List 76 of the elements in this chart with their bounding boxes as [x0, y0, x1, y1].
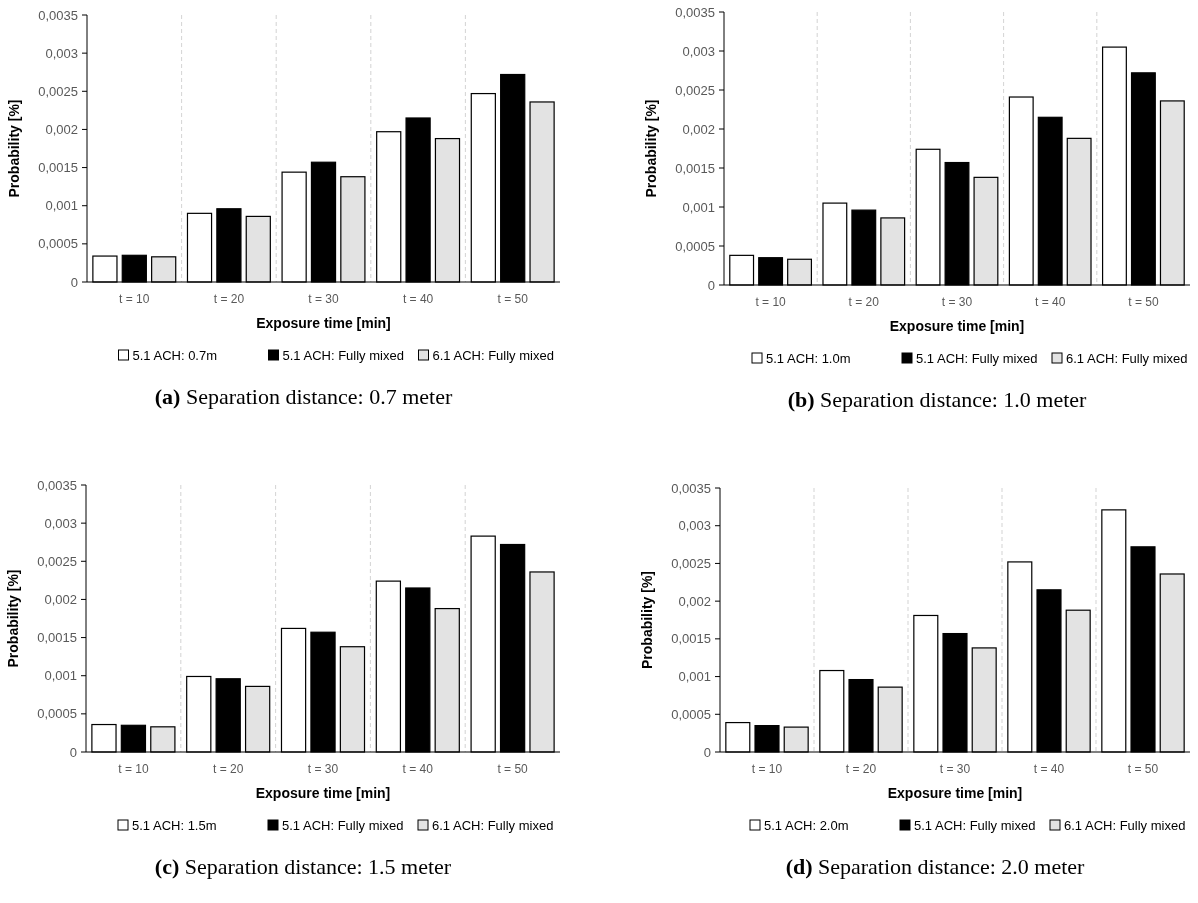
y-tick-label: 0,002 [682, 121, 715, 137]
y-tick-label: 0,0015 [675, 160, 715, 176]
legend-label: 5.1 ACH: Fully mixed [282, 348, 404, 363]
legend-label: 6.1 ACH: Fully mixed [432, 348, 554, 363]
y-tick-label: 0 [70, 274, 78, 290]
x-tick-label: t = 40 [1035, 295, 1066, 309]
x-tick-label: t = 10 [755, 295, 787, 309]
legend-label: 6.1 ACH: Fully mixed [432, 818, 554, 833]
x-tick-label: t = 20 [213, 292, 245, 306]
y-tick-label: 0,0015 [37, 630, 77, 646]
y-tick-label: 0 [703, 744, 711, 760]
y-axis-title: Probability [%] [643, 99, 659, 198]
y-axis-title: Probability [%] [5, 569, 21, 668]
x-tick-label: t = 20 [213, 762, 244, 776]
x-tick-label: t = 50 [1128, 295, 1159, 309]
y-tick-label: 0,0035 [37, 477, 77, 493]
y-tick-label: 0,002 [678, 593, 711, 609]
x-tick-label: t = 20 [848, 295, 880, 309]
x-tick-label: t = 40 [402, 292, 434, 306]
y-tick-label: 0,003 [678, 518, 711, 534]
legend-label: 5.1 ACH: 1.5m [132, 818, 217, 833]
y-tick-label: 0,003 [682, 43, 715, 59]
y-tick-label: 0,002 [44, 591, 77, 607]
x-tick-label: t = 30 [307, 762, 339, 776]
x-axis-title: Exposure time [min] [889, 318, 1025, 334]
x-tick-label: t = 50 [1127, 762, 1159, 776]
y-tick-label: 0,0005 [675, 238, 715, 254]
y-tick-label: 0,0025 [671, 555, 711, 571]
legend-label: 6.1 ACH: Fully mixed [1064, 818, 1186, 833]
x-tick-label: t = 30 [939, 762, 971, 776]
y-tick-label: 0,0015 [671, 631, 711, 647]
text: (a) Separation distance: 0.7 meter [154, 384, 453, 409]
y-axis-title: Probability [%] [639, 570, 655, 670]
x-tick-label: t = 10 [118, 762, 149, 776]
legend-label: 5.1 ACH: Fully mixed [914, 818, 1036, 833]
y-tick-label: 0,0005 [671, 706, 711, 722]
x-tick-label: t = 30 [308, 292, 339, 306]
y-tick-label: 0 [69, 744, 77, 760]
y-tick-label: 0,002 [45, 121, 78, 137]
legend-label: 5.1 ACH: Fully mixed [282, 818, 404, 833]
legend-label: 5.1 ACH: 1.0m [766, 351, 851, 366]
x-axis-title: Exposure time [min] [255, 785, 391, 801]
y-tick-label: 0,0005 [38, 236, 78, 252]
x-tick-label: t = 10 [119, 292, 150, 306]
y-tick-label: 0,0035 [675, 4, 715, 20]
legend-label: 5.1 ACH: Fully mixed [916, 351, 1038, 366]
text: (c) Separation distance: 1.5 meter [154, 854, 452, 879]
x-tick-label: t = 50 [497, 762, 529, 776]
legend-label: 5.1 ACH: 0.7m [132, 348, 218, 363]
y-tick-label: 0,001 [45, 198, 78, 214]
y-tick-label: 0,003 [44, 515, 77, 531]
y-tick-label: 0,0005 [37, 706, 77, 722]
x-tick-label: t = 30 [941, 295, 973, 309]
text: (b) Separation distance: 1.0 meter [787, 387, 1088, 412]
y-tick-label: 0,0015 [38, 160, 78, 176]
text: (d) Separation distance: 2.0 meter [785, 854, 1086, 879]
y-tick-label: 0,0025 [38, 83, 78, 99]
x-tick-label: t = 40 [402, 762, 434, 776]
y-tick-label: 0,001 [682, 199, 715, 215]
y-tick-label: 0,0035 [671, 480, 711, 496]
y-tick-label: 0,0025 [37, 553, 77, 569]
x-tick-label: t = 40 [1033, 762, 1065, 776]
y-tick-label: 0,003 [45, 45, 78, 61]
y-tick-label: 0,001 [678, 669, 711, 685]
y-tick-label: 0,001 [44, 668, 77, 684]
x-tick-label: t = 10 [751, 762, 783, 776]
x-axis-title: Exposure time [min] [256, 315, 391, 331]
y-tick-label: 0,0035 [38, 7, 78, 23]
x-tick-label: t = 20 [845, 762, 877, 776]
legend-label: 5.1 ACH: 2.0m [764, 818, 849, 833]
x-axis-title: Exposure time [min] [887, 785, 1023, 801]
legend-label: 6.1 ACH: Fully mixed [1066, 351, 1188, 366]
x-tick-label: t = 50 [497, 292, 529, 306]
y-tick-label: 0 [707, 277, 715, 293]
y-tick-label: 0,0025 [675, 82, 715, 98]
y-axis-title: Probability [%] [6, 99, 22, 198]
